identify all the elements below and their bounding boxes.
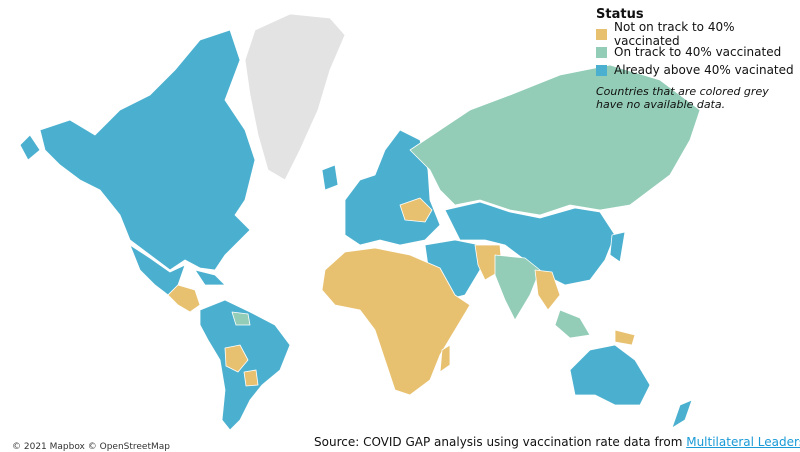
region <box>614 329 636 346</box>
legend-label: Not on track to 40% vaccinated <box>614 20 735 48</box>
legend-swatch <box>596 28 607 40</box>
region <box>609 231 626 263</box>
legend: Status Not on track to 40% vaccinated On … <box>596 7 796 111</box>
region <box>554 309 591 339</box>
legend-label: On track to 40% vaccinated <box>614 45 782 59</box>
region <box>671 399 693 429</box>
region <box>224 344 249 373</box>
region <box>39 29 256 271</box>
region <box>167 284 201 313</box>
region <box>399 197 433 223</box>
region <box>534 269 561 311</box>
region <box>409 64 701 216</box>
source-link[interactable]: Multilateral Leaders Task <box>686 435 800 449</box>
source-text: Source: COVID GAP analysis using vaccina… <box>314 435 683 449</box>
region <box>231 311 251 326</box>
region <box>494 254 541 321</box>
attribution: © 2021 Mapbox © OpenStreetMap <box>12 442 170 452</box>
region <box>194 269 226 286</box>
legend-swatch <box>596 46 607 58</box>
legend-item: Already above 40% vacinated <box>596 61 796 79</box>
legend-note: Countries that are colored grey have no … <box>596 85 796 111</box>
legend-title: Status <box>596 7 644 22</box>
note-line: have no available data. <box>596 98 726 111</box>
region <box>321 247 471 396</box>
region <box>19 134 41 161</box>
legend-swatch <box>596 64 607 76</box>
region <box>243 369 259 387</box>
region <box>569 344 651 406</box>
region-no-data <box>244 13 346 181</box>
region <box>444 201 616 286</box>
region <box>439 344 451 373</box>
source: Source: COVID GAP analysis using vaccina… <box>314 435 800 449</box>
legend-label: Already above 40% vacinated <box>614 63 794 77</box>
legend-item: On track to 40% vaccinated <box>596 43 796 61</box>
region <box>321 164 339 191</box>
region <box>199 299 291 431</box>
note-line: Countries that are colored grey <box>596 85 769 98</box>
legend-item: Not on track to 40% vaccinated <box>596 20 796 48</box>
legend-items: Not on track to 40% vaccinated On track t… <box>596 20 796 79</box>
